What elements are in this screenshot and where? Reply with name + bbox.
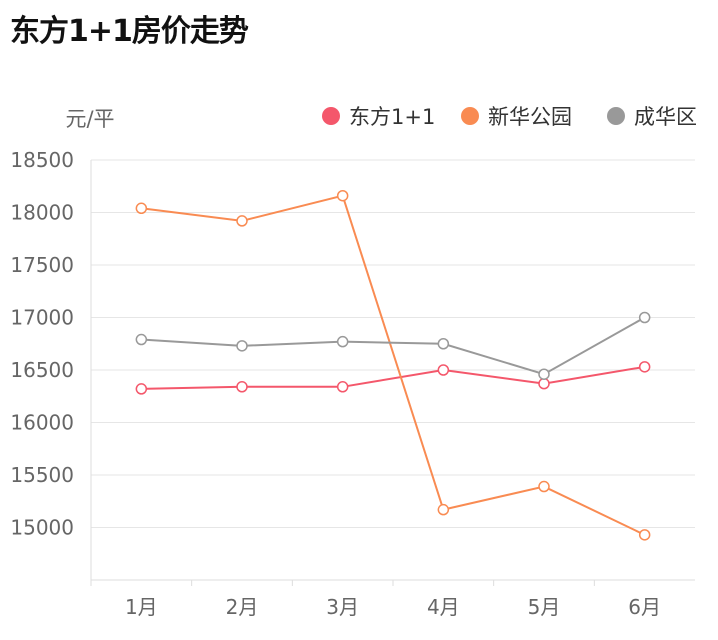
data-point [236, 340, 248, 352]
data-point [538, 377, 550, 390]
x-tick-label: 6月 [628, 595, 661, 619]
data-point [437, 364, 450, 376]
legend-label: 新华公园 [488, 105, 572, 129]
data-point [638, 311, 651, 324]
series-line [141, 194, 646, 536]
y-tick-label: 15500 [10, 463, 74, 487]
data-point [437, 503, 450, 516]
x-tick-label: 3月 [326, 595, 359, 619]
data-point [538, 368, 550, 380]
x-tick-label: 2月 [226, 595, 259, 619]
data-point [135, 383, 148, 395]
data-point [236, 381, 248, 393]
y-tick-label: 18500 [10, 148, 74, 172]
data-point [135, 202, 148, 215]
y-tick-label: 16000 [10, 411, 74, 435]
x-tick-label: 4月 [427, 595, 460, 619]
y-tick-label: 15000 [10, 516, 74, 540]
data-point [638, 361, 651, 373]
data-point [135, 333, 148, 346]
y-axis-label: 元/平 [65, 107, 114, 131]
y-tick-label: 17000 [10, 306, 74, 330]
data-point [336, 189, 349, 202]
x-tick-label: 5月 [528, 595, 561, 619]
data-point [437, 338, 450, 350]
series-line [141, 365, 645, 390]
legend-marker [607, 107, 625, 125]
legend-marker [322, 107, 340, 125]
series-line [141, 316, 646, 376]
y-tick-label: 17500 [10, 253, 74, 277]
data-point [538, 480, 550, 493]
x-tick-label: 1月 [125, 595, 158, 619]
data-point [236, 215, 248, 227]
data-point [638, 529, 651, 541]
y-tick-label: 16500 [10, 358, 74, 382]
data-point [336, 381, 349, 393]
y-tick-label: 18000 [10, 201, 74, 225]
legend-label: 东方1+1 [349, 105, 435, 129]
legend-marker [461, 107, 479, 125]
page-title: 东方1+1房价走势 [10, 14, 249, 49]
legend-label: 成华区 [634, 105, 697, 129]
data-point [336, 335, 349, 348]
